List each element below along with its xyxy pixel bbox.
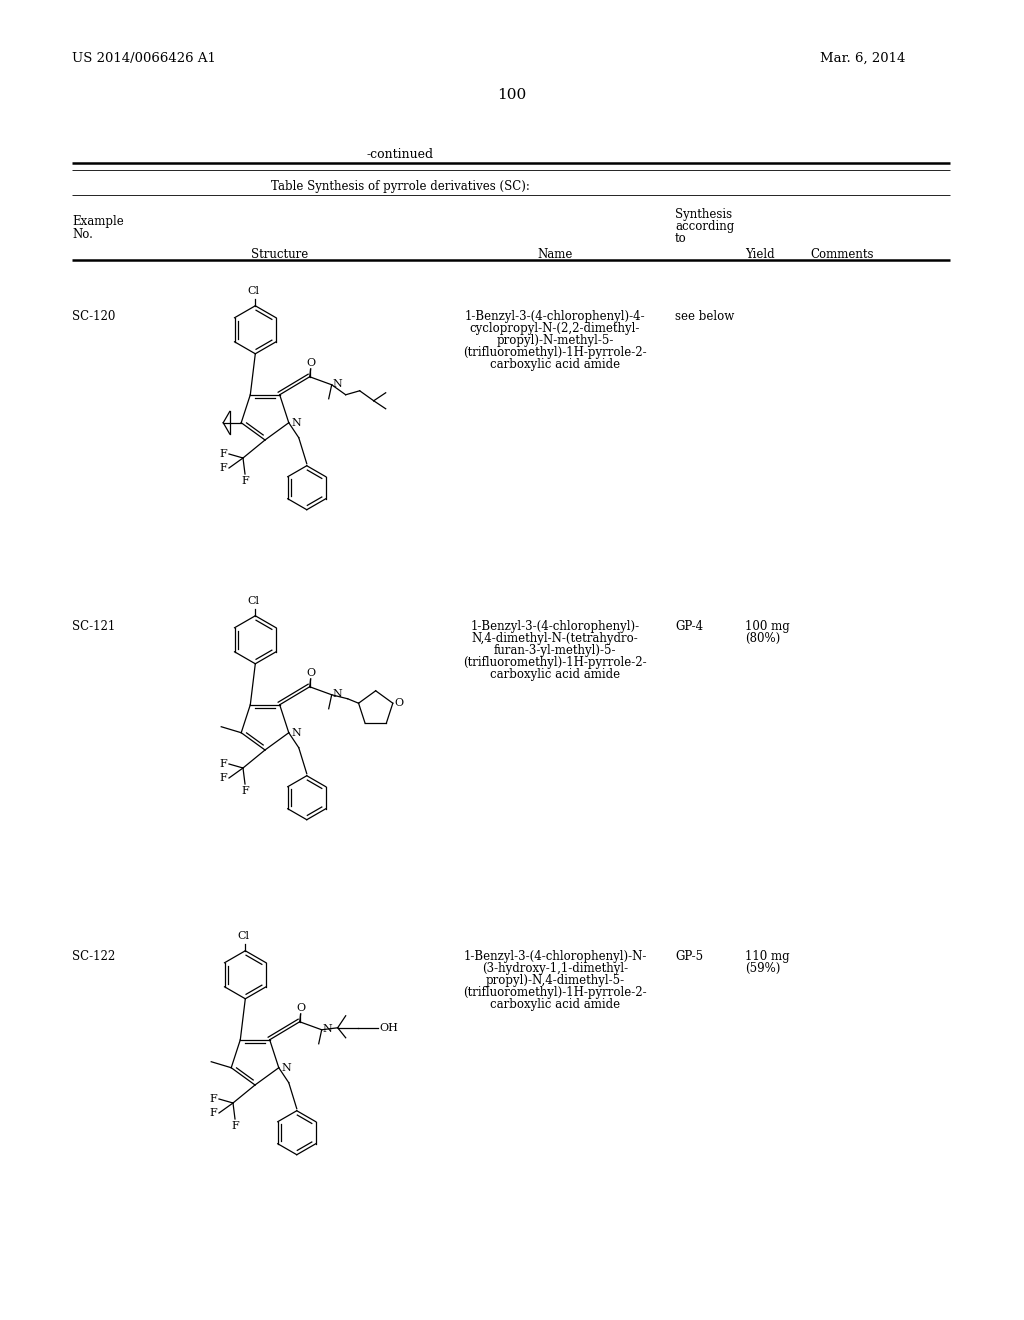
Text: F: F xyxy=(241,785,249,796)
Text: SC-120: SC-120 xyxy=(72,310,116,323)
Text: propyl)-N-methyl-5-: propyl)-N-methyl-5- xyxy=(497,334,613,347)
Text: F: F xyxy=(209,1094,217,1104)
Text: GP-4: GP-4 xyxy=(675,620,703,634)
Text: 100 mg: 100 mg xyxy=(745,620,790,634)
Text: (80%): (80%) xyxy=(745,632,780,645)
Text: (trifluoromethyl)-1H-pyrrole-2-: (trifluoromethyl)-1H-pyrrole-2- xyxy=(463,346,647,359)
Text: GP-5: GP-5 xyxy=(675,950,703,964)
Text: Example: Example xyxy=(72,215,124,228)
Text: Table Synthesis of pyrrole derivatives (SC):: Table Synthesis of pyrrole derivatives (… xyxy=(270,180,529,193)
Text: (59%): (59%) xyxy=(745,962,780,975)
Text: SC-122: SC-122 xyxy=(72,950,116,964)
Text: No.: No. xyxy=(72,228,93,242)
Text: Name: Name xyxy=(538,248,572,261)
Text: 1-Benzyl-3-(4-chlorophenyl)-N-: 1-Benzyl-3-(4-chlorophenyl)-N- xyxy=(463,950,647,964)
Text: N: N xyxy=(333,379,342,389)
Text: carboxylic acid amide: carboxylic acid amide xyxy=(489,998,621,1011)
Text: Cl: Cl xyxy=(248,595,259,606)
Text: cyclopropyl-N-(2,2-dimethyl-: cyclopropyl-N-(2,2-dimethyl- xyxy=(470,322,640,335)
Text: carboxylic acid amide: carboxylic acid amide xyxy=(489,358,621,371)
Text: -continued: -continued xyxy=(367,148,433,161)
Text: see below: see below xyxy=(675,310,734,323)
Text: (trifluoromethyl)-1H-pyrrole-2-: (trifluoromethyl)-1H-pyrrole-2- xyxy=(463,986,647,999)
Text: F: F xyxy=(219,449,227,459)
Text: N: N xyxy=(333,689,342,698)
Text: F: F xyxy=(209,1107,217,1118)
Text: N: N xyxy=(323,1024,333,1034)
Text: Yield: Yield xyxy=(745,248,774,261)
Text: carboxylic acid amide: carboxylic acid amide xyxy=(489,668,621,681)
Text: F: F xyxy=(219,463,227,473)
Text: N: N xyxy=(292,417,301,428)
Text: F: F xyxy=(219,759,227,770)
Text: F: F xyxy=(241,477,249,486)
Text: Structure: Structure xyxy=(251,248,308,261)
Text: N: N xyxy=(292,727,301,738)
Text: (trifluoromethyl)-1H-pyrrole-2-: (trifluoromethyl)-1H-pyrrole-2- xyxy=(463,656,647,669)
Text: Cl: Cl xyxy=(238,931,249,941)
Text: N,4-dimethyl-N-(tetrahydro-: N,4-dimethyl-N-(tetrahydro- xyxy=(472,632,638,645)
Text: F: F xyxy=(231,1121,239,1131)
Text: O: O xyxy=(296,1003,305,1012)
Text: according: according xyxy=(675,220,734,234)
Text: SC-121: SC-121 xyxy=(72,620,116,634)
Text: F: F xyxy=(219,774,227,783)
Text: to: to xyxy=(675,232,687,246)
Text: O: O xyxy=(395,698,403,709)
Text: Synthesis: Synthesis xyxy=(675,209,732,220)
Text: US 2014/0066426 A1: US 2014/0066426 A1 xyxy=(72,51,216,65)
Text: O: O xyxy=(306,358,315,368)
Text: propyl)-N,4-dimethyl-5-: propyl)-N,4-dimethyl-5- xyxy=(485,974,625,987)
Text: O: O xyxy=(306,668,315,677)
Text: Mar. 6, 2014: Mar. 6, 2014 xyxy=(820,51,905,65)
Text: 110 mg: 110 mg xyxy=(745,950,790,964)
Text: 1-Benzyl-3-(4-chlorophenyl)-: 1-Benzyl-3-(4-chlorophenyl)- xyxy=(470,620,640,634)
Text: (3-hydroxy-1,1-dimethyl-: (3-hydroxy-1,1-dimethyl- xyxy=(482,962,628,975)
Text: 100: 100 xyxy=(498,88,526,102)
Text: OH: OH xyxy=(380,1023,398,1032)
Text: Comments: Comments xyxy=(810,248,873,261)
Text: furan-3-yl-methyl)-5-: furan-3-yl-methyl)-5- xyxy=(494,644,616,657)
Text: Cl: Cl xyxy=(248,285,259,296)
Text: 1-Benzyl-3-(4-chlorophenyl)-4-: 1-Benzyl-3-(4-chlorophenyl)-4- xyxy=(465,310,645,323)
Text: N: N xyxy=(282,1063,292,1073)
